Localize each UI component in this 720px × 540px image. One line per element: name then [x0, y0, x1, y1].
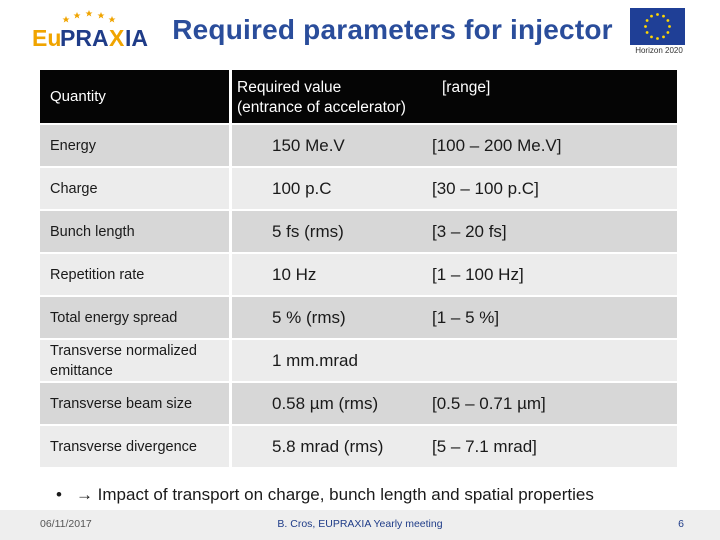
slide-header: Eu PRA X IA Required parameters for inje…	[0, 0, 720, 62]
quantity-label: Total energy spread	[50, 309, 178, 326]
table-row: Charge 100 p.C [30 – 100 p.C]	[40, 168, 677, 209]
quantity-cell: Total energy spread	[40, 297, 229, 338]
quantity-cell: Transverse divergence	[40, 426, 229, 467]
bullet-text: → Impact of transport on charge, bunch l…	[75, 485, 594, 504]
header-range: [range]	[442, 79, 491, 96]
value-cell: 1 mm.mrad	[232, 340, 677, 381]
required-value: 1 mm.mrad	[272, 350, 358, 370]
value-cell: 0.58 µm (rms) [0.5 – 0.71 µm]	[232, 383, 677, 424]
bullet-point: • → Impact of transport on charge, bunch …	[56, 485, 594, 505]
eupraxia-logo: Eu PRA X IA	[30, 8, 152, 52]
quantity-cell: Transverse normalized emittance	[40, 340, 229, 381]
quantity-cell: Transverse beam size	[40, 383, 229, 424]
required-value: 5 % (rms)	[272, 307, 346, 327]
table-row: Bunch length 5 fs (rms) [3 – 20 fs]	[40, 211, 677, 252]
svg-text:IA: IA	[125, 25, 148, 51]
header-required-value-line2: (entrance of accelerator)	[237, 99, 406, 116]
header-cell-value: Required value (entrance of accelerator)…	[232, 70, 677, 123]
range-value: [100 – 200 Me.V]	[432, 135, 562, 155]
header-cell-quantity: Quantity	[40, 70, 229, 123]
eu-caption: Horizon 2020	[635, 46, 683, 55]
range-value: [1 – 5 %]	[432, 307, 500, 327]
quantity-label: Transverse divergence	[50, 438, 197, 455]
value-cell: 10 Hz [1 – 100 Hz]	[232, 254, 677, 295]
quantity-label: Energy	[50, 137, 96, 154]
quantity-label: Transverse beam size	[50, 395, 193, 412]
quantity-cell: Bunch length	[40, 211, 229, 252]
required-value: 0.58 µm (rms)	[272, 393, 379, 413]
table-row: Total energy spread 5 % (rms) [1 – 5 %]	[40, 297, 677, 338]
table-header-row: Quantity Required value (entrance of acc…	[40, 70, 677, 123]
header-required-value-line1: Required value	[237, 79, 342, 96]
logo-stars-icon	[62, 10, 116, 23]
table-row: Transverse normalized emittance 1 mm.mra…	[40, 340, 677, 381]
quantity-label: Charge	[50, 180, 98, 197]
quantity-cell: Energy	[40, 125, 229, 166]
range-value: [1 – 100 Hz]	[432, 264, 524, 284]
value-cell: 100 p.C [30 – 100 p.C]	[232, 168, 677, 209]
quantity-label: Bunch length	[50, 223, 135, 240]
footer-date: 06/11/2017	[40, 518, 92, 530]
required-value: 5 fs (rms)	[272, 221, 344, 241]
parameters-table: Quantity Required value (entrance of acc…	[40, 70, 677, 469]
required-value: 5.8 mrad (rms)	[272, 436, 384, 456]
svg-text:X: X	[109, 25, 125, 51]
table-row: Repetition rate 10 Hz [1 – 100 Hz]	[40, 254, 677, 295]
svg-text:PRA: PRA	[60, 25, 109, 51]
eu-flag-icon	[630, 8, 685, 45]
value-cell: 5 fs (rms) [3 – 20 fs]	[232, 211, 677, 252]
table-row: Transverse beam size 0.58 µm (rms) [0.5 …	[40, 383, 677, 424]
required-value: 150 Me.V	[272, 135, 345, 155]
quantity-label: Transverse normalized emittance	[50, 342, 197, 379]
page-number: 6	[678, 518, 684, 530]
required-value: 10 Hz	[272, 264, 317, 284]
range-value: [30 – 100 p.C]	[432, 178, 539, 198]
required-value: 100 p.C	[272, 178, 332, 198]
table-row: Transverse divergence 5.8 mrad (rms) [5 …	[40, 426, 677, 467]
svg-text:Eu: Eu	[32, 25, 61, 51]
slide-footer: 06/11/2017 B. Cros, EUPRAXIA Yearly meet…	[0, 510, 720, 540]
quantity-cell: Repetition rate	[40, 254, 229, 295]
table-row: Energy 150 Me.V [100 – 200 Me.V]	[40, 125, 677, 166]
value-cell: 5.8 mrad (rms) [5 – 7.1 mrad]	[232, 426, 677, 467]
header-quantity: Quantity	[50, 87, 106, 105]
range-value: [5 – 7.1 mrad]	[432, 436, 537, 456]
header-required-value: Required value (entrance of accelerator)	[237, 78, 406, 118]
range-value: [0.5 – 0.71 µm]	[432, 393, 546, 413]
value-cell: 150 Me.V [100 – 200 Me.V]	[232, 125, 677, 166]
range-value: [3 – 20 fs]	[432, 221, 507, 241]
quantity-cell: Charge	[40, 168, 229, 209]
bullet-icon: •	[56, 485, 62, 504]
footer-author: B. Cros, EUPRAXIA Yearly meeting	[277, 518, 443, 530]
slide-title: Required parameters for injector	[172, 14, 613, 45]
quantity-label: Repetition rate	[50, 266, 145, 283]
value-cell: 5 % (rms) [1 – 5 %]	[232, 297, 677, 338]
